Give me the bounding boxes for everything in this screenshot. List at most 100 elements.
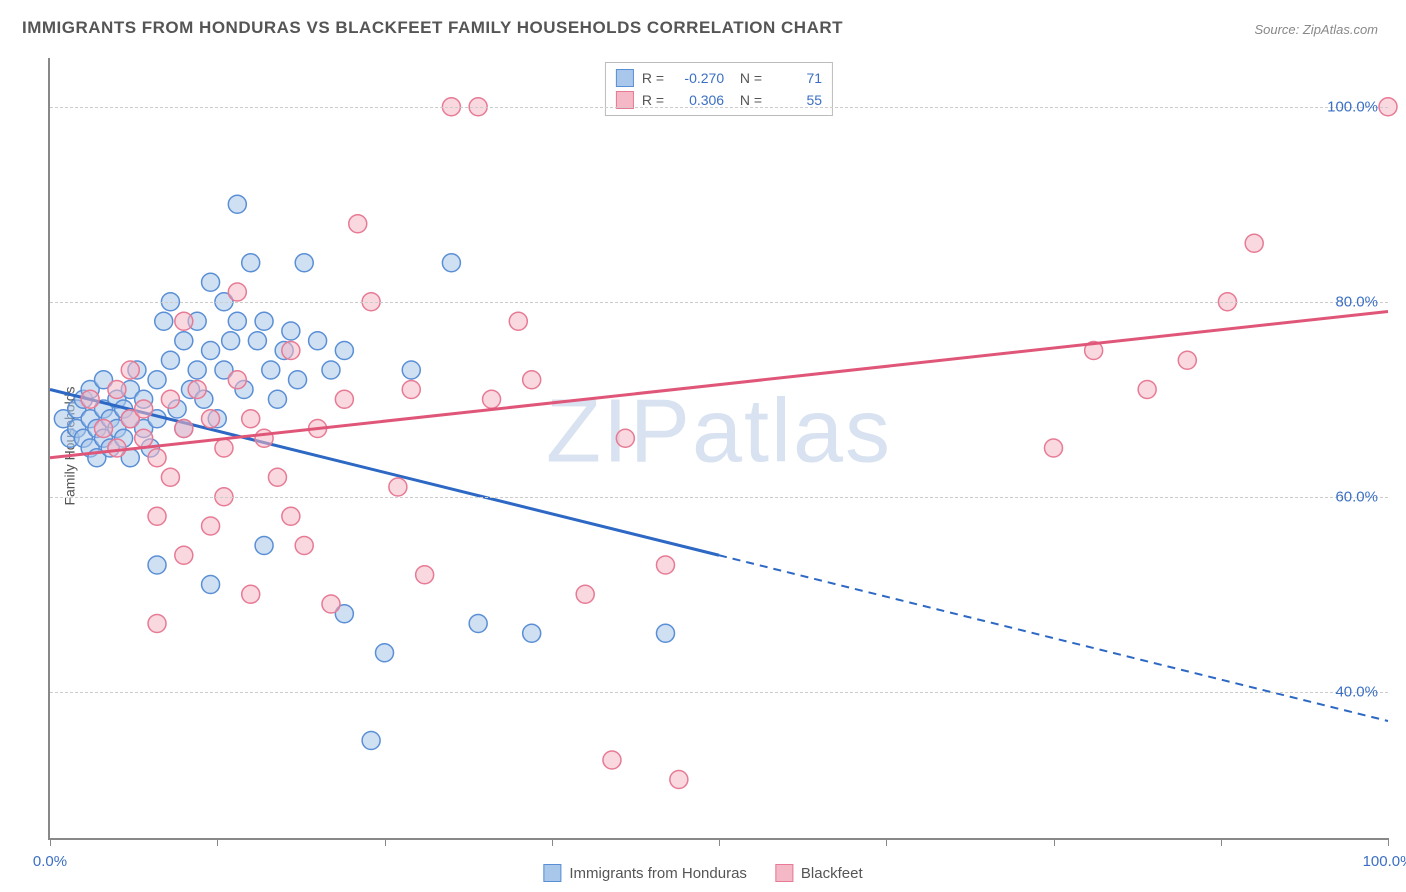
data-point <box>148 615 166 633</box>
data-point <box>175 332 193 350</box>
data-point <box>1138 381 1156 399</box>
legend-item: Blackfeet <box>775 864 863 882</box>
legend-label: Immigrants from Honduras <box>569 865 747 882</box>
data-point <box>656 556 674 574</box>
x-tick <box>719 838 720 846</box>
data-point <box>121 361 139 379</box>
data-point <box>389 478 407 496</box>
x-tick <box>217 838 218 846</box>
series-legend: Immigrants from Honduras Blackfeet <box>543 864 862 882</box>
y-tick-label: 60.0% <box>1335 488 1378 505</box>
x-tick <box>385 838 386 846</box>
data-point <box>1178 351 1196 369</box>
data-point <box>242 254 260 272</box>
data-point <box>442 254 460 272</box>
data-point <box>362 732 380 750</box>
data-point <box>148 371 166 389</box>
stat-r-label: R = <box>642 70 664 86</box>
data-point <box>135 429 153 447</box>
x-tick-label: 0.0% <box>33 853 67 870</box>
data-point <box>242 410 260 428</box>
y-tick-label: 100.0% <box>1327 98 1378 115</box>
data-point <box>295 254 313 272</box>
gridline <box>50 497 1388 498</box>
data-point <box>349 215 367 233</box>
data-point <box>416 566 434 584</box>
scatter-svg <box>50 58 1388 838</box>
data-point <box>656 624 674 642</box>
data-point <box>309 332 327 350</box>
y-tick-label: 80.0% <box>1335 293 1378 310</box>
legend-label: Blackfeet <box>801 865 863 882</box>
data-point <box>289 371 307 389</box>
stat-r-value: 0.306 <box>672 92 724 108</box>
stat-r-value: -0.270 <box>672 70 724 86</box>
data-point <box>148 556 166 574</box>
data-point <box>155 312 173 330</box>
data-point <box>402 381 420 399</box>
data-point <box>228 371 246 389</box>
data-point <box>202 576 220 594</box>
x-tick <box>1054 838 1055 846</box>
data-point <box>509 312 527 330</box>
data-point <box>335 390 353 408</box>
x-tick <box>886 838 887 846</box>
stat-n-value: 71 <box>770 70 822 86</box>
legend-item: Immigrants from Honduras <box>543 864 747 882</box>
data-point <box>228 312 246 330</box>
data-point <box>376 644 394 662</box>
data-point <box>188 381 206 399</box>
x-tick <box>1221 838 1222 846</box>
data-point <box>202 410 220 428</box>
legend-swatch <box>616 69 634 87</box>
trend-line-extrapolated <box>719 555 1388 721</box>
chart-title: IMMIGRANTS FROM HONDURAS VS BLACKFEET FA… <box>22 18 843 38</box>
data-point <box>148 449 166 467</box>
data-point <box>108 439 126 457</box>
data-point <box>262 361 280 379</box>
data-point <box>81 390 99 408</box>
gridline <box>50 302 1388 303</box>
x-tick <box>1388 838 1389 846</box>
data-point <box>108 381 126 399</box>
data-point <box>228 195 246 213</box>
data-point <box>483 390 501 408</box>
gridline <box>50 107 1388 108</box>
data-point <box>322 595 340 613</box>
data-point <box>1245 234 1263 252</box>
stats-legend: R =-0.270 N =71R =0.306 N =55 <box>605 62 833 116</box>
data-point <box>175 420 193 438</box>
data-point <box>148 507 166 525</box>
data-point <box>603 751 621 769</box>
data-point <box>402 361 420 379</box>
data-point <box>161 390 179 408</box>
legend-swatch <box>543 864 561 882</box>
data-point <box>268 390 286 408</box>
data-point <box>95 420 113 438</box>
data-point <box>202 517 220 535</box>
stat-r-label: R = <box>642 92 664 108</box>
data-point <box>469 615 487 633</box>
data-point <box>202 342 220 360</box>
data-point <box>576 585 594 603</box>
data-point <box>222 332 240 350</box>
x-tick-label: 100.0% <box>1363 853 1406 870</box>
data-point <box>161 468 179 486</box>
data-point <box>175 546 193 564</box>
data-point <box>282 507 300 525</box>
data-point <box>282 342 300 360</box>
data-point <box>135 400 153 418</box>
data-point <box>255 312 273 330</box>
source-label: Source: ZipAtlas.com <box>1254 22 1378 37</box>
data-point <box>282 322 300 340</box>
data-point <box>1045 439 1063 457</box>
data-point <box>215 439 233 457</box>
data-point <box>248 332 266 350</box>
stat-n-label: N = <box>732 92 762 108</box>
stats-legend-row: R =-0.270 N =71 <box>616 67 822 89</box>
data-point <box>335 342 353 360</box>
x-tick <box>552 838 553 846</box>
data-point <box>616 429 634 447</box>
chart-plot-area: ZIPatlas R =-0.270 N =71R =0.306 N =55 4… <box>48 58 1388 840</box>
y-tick-label: 40.0% <box>1335 683 1378 700</box>
